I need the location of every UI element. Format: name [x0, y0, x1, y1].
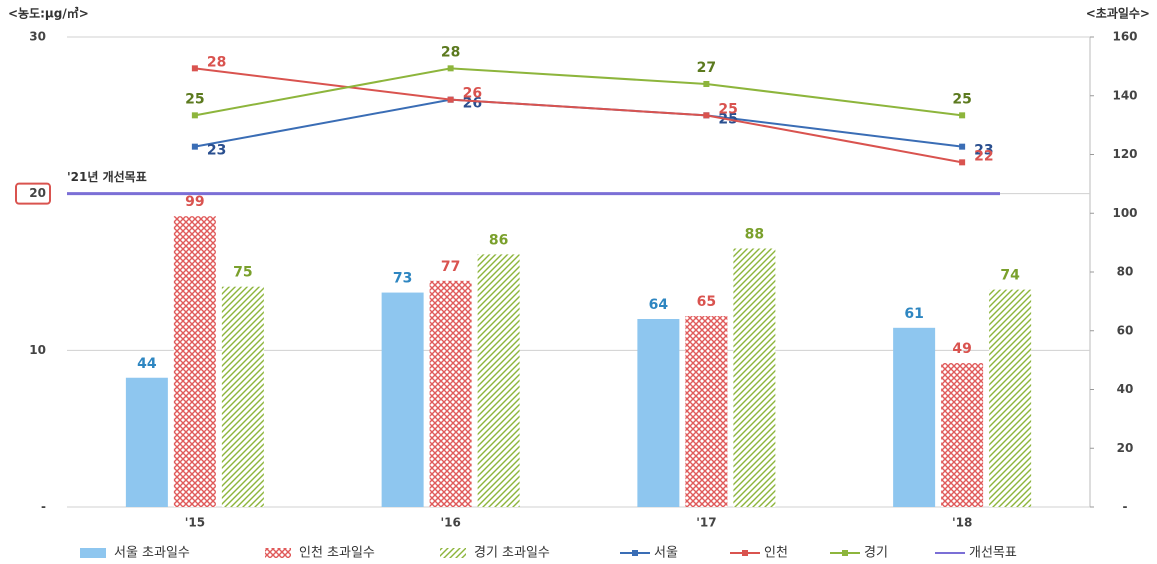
line-value-label: 25: [185, 91, 204, 107]
target-label: '21년 개선목표: [67, 169, 147, 184]
y-tick-label: 20: [29, 186, 46, 200]
bar: [733, 248, 776, 507]
bar: [893, 327, 936, 507]
bar-value-label: 64: [649, 297, 669, 313]
bar: [381, 292, 424, 507]
line-value-label: 23: [207, 143, 226, 159]
line-marker: [959, 112, 966, 119]
bar-value-label: 49: [952, 341, 971, 357]
legend-swatch: [80, 548, 106, 558]
legend-swatch-marker: [742, 550, 748, 556]
y-axis-title: <농도:μg/㎥>: [8, 6, 89, 21]
line-value-label: 23: [974, 143, 993, 159]
line-value-label: 25: [952, 91, 971, 107]
line-value-label: 28: [441, 44, 460, 60]
y-tick-label: -: [41, 500, 46, 514]
line-marker: [703, 81, 710, 87]
bar-value-label: 65: [697, 294, 716, 310]
line-marker: [191, 143, 198, 150]
line-value-label: 25: [718, 101, 737, 117]
y2-tick-label: 20: [1117, 441, 1134, 455]
bar-value-label: 73: [393, 271, 412, 287]
legend-swatch: [440, 548, 466, 558]
legend-label: 인천: [764, 546, 788, 561]
line-value-label: 27: [697, 60, 716, 76]
x-tick-label: '17: [696, 516, 716, 530]
y2-tick-label: 140: [1112, 88, 1137, 102]
bar: [221, 286, 264, 507]
bar: [685, 316, 728, 507]
bar-value-label: 74: [1000, 268, 1020, 284]
legend-swatch-marker: [632, 550, 638, 556]
legend-swatch: [265, 548, 291, 558]
y-tick-label: 10: [29, 343, 46, 357]
line: [194, 67, 963, 164]
bar-value-label: 86: [489, 232, 508, 248]
x-tick-label: '18: [952, 516, 972, 530]
bar: [989, 289, 1032, 507]
legend-label: 개선목표: [969, 546, 1017, 561]
bar-value-label: 61: [904, 306, 923, 322]
y2-tick-label: -: [1123, 500, 1128, 514]
line-marker: [703, 112, 710, 119]
line-value-label: 28: [207, 54, 226, 70]
y2-tick-label: 100: [1112, 206, 1137, 220]
line-marker: [447, 65, 454, 72]
line: [194, 67, 963, 117]
bar: [429, 280, 472, 507]
bar: [941, 363, 984, 507]
bar-value-label: 75: [233, 265, 252, 281]
x-tick-label: '16: [440, 516, 460, 530]
line-value-label: 26: [463, 86, 482, 102]
y2-tick-label: 40: [1117, 382, 1134, 396]
line-value-label: 26: [463, 96, 482, 112]
legend-label: 서울: [654, 546, 678, 561]
y2-axis-title: <초과일수>: [1086, 6, 1150, 21]
target-tick-box: [15, 182, 51, 205]
bar: [173, 216, 216, 507]
y-tick-label: 30: [29, 30, 46, 44]
line-value-label: 22: [974, 148, 993, 164]
legend-label: 인천 초과일수: [299, 546, 375, 561]
y2-tick-label: 160: [1112, 30, 1137, 44]
bar-value-label: 77: [441, 259, 460, 275]
legend-label: 경기: [864, 546, 888, 561]
bar: [125, 377, 168, 507]
line-marker: [447, 96, 454, 103]
bar-value-label: 99: [185, 194, 204, 210]
line-marker: [959, 159, 966, 166]
legend-label: 경기 초과일수: [474, 546, 550, 561]
bar-value-label: 44: [137, 356, 157, 372]
y2-tick-label: 120: [1112, 147, 1137, 161]
bar: [477, 254, 520, 507]
legend-swatch-marker: [842, 550, 848, 556]
line-marker: [191, 65, 198, 72]
x-tick-label: '15: [185, 516, 205, 530]
bar-value-label: 88: [745, 227, 764, 243]
y2-tick-label: 80: [1117, 265, 1134, 279]
line-marker: [191, 112, 198, 119]
legend-label: 서울 초과일수: [114, 546, 190, 561]
line-marker: [959, 143, 966, 150]
y2-tick-label: 60: [1117, 323, 1134, 337]
bar: [637, 319, 680, 507]
